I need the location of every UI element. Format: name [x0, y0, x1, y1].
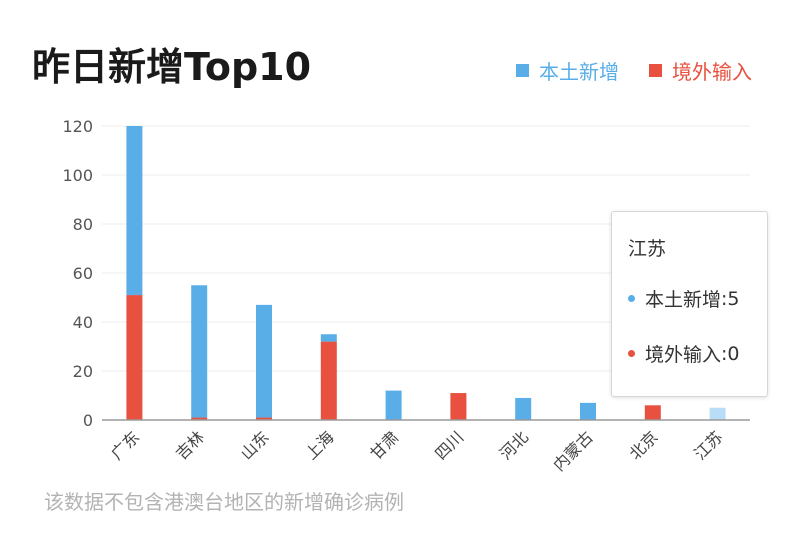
bar-local [126, 126, 143, 296]
y-tick-label: 120 [62, 117, 93, 136]
bar-local [256, 304, 272, 418]
legend-label-local: 本土新增 [539, 60, 619, 84]
tooltip-label-imported: 境外输入 [645, 344, 722, 366]
bar-local [580, 402, 596, 420]
chart-title: 昨日新增Top10 [32, 45, 312, 89]
x-tick-label: 内蒙古 [549, 427, 596, 474]
y-tick-label: 0 [83, 411, 93, 430]
chart-tooltip: 江苏 本土新增:5 境外输入:0 [611, 211, 768, 397]
x-tick-label: 山东 [237, 427, 273, 463]
tooltip-row-local: 本土新增:5 [628, 285, 751, 312]
footnote: 该数据不包含港澳台地区的新增确诊病例 [44, 490, 404, 514]
legend-swatch-local [516, 64, 529, 77]
bar-imported [320, 341, 337, 420]
x-tick-label: 北京 [626, 427, 662, 463]
bar-imported [256, 417, 272, 420]
bar-local [320, 334, 337, 342]
tooltip-label-local: 本土新增 [645, 289, 722, 311]
bar-imported [191, 417, 208, 420]
tooltip-title: 江苏 [628, 238, 667, 260]
x-tick-label: 四川 [431, 427, 467, 463]
y-tick-label: 40 [73, 313, 93, 332]
y-tick-label: 100 [62, 166, 93, 185]
tooltip-row-imported: 境外输入:0 [628, 340, 751, 367]
x-tick-label: 甘肃 [366, 427, 402, 463]
bar-imported [450, 393, 467, 420]
y-tick-label: 20 [73, 362, 93, 381]
legend-item-local[interactable]: 本土新增 [516, 56, 619, 85]
bar-local [385, 390, 402, 420]
chart-legend: 本土新增 境外输入 [516, 56, 752, 85]
x-tick-label: 广东 [107, 427, 143, 463]
bar-local [515, 397, 532, 420]
bar-local [709, 407, 726, 420]
x-tick-label: 江苏 [690, 427, 726, 463]
y-tick-label: 60 [73, 264, 93, 283]
tooltip-dot-imported [628, 350, 635, 357]
legend-swatch-imported [649, 64, 662, 77]
x-tick-label: 吉林 [172, 427, 208, 463]
x-tick-label: 上海 [302, 427, 338, 463]
bar-imported [644, 405, 661, 420]
legend-label-imported: 境外输入 [672, 60, 752, 84]
tooltip-value-imported: 0 [727, 342, 740, 365]
x-tick-label: 河北 [496, 427, 532, 463]
tooltip-value-local: 5 [727, 287, 740, 310]
legend-item-imported[interactable]: 境外输入 [649, 56, 752, 85]
bar-imported [126, 295, 143, 420]
y-tick-label: 80 [73, 215, 93, 234]
tooltip-dot-local [628, 295, 635, 302]
bar-local [191, 285, 208, 418]
